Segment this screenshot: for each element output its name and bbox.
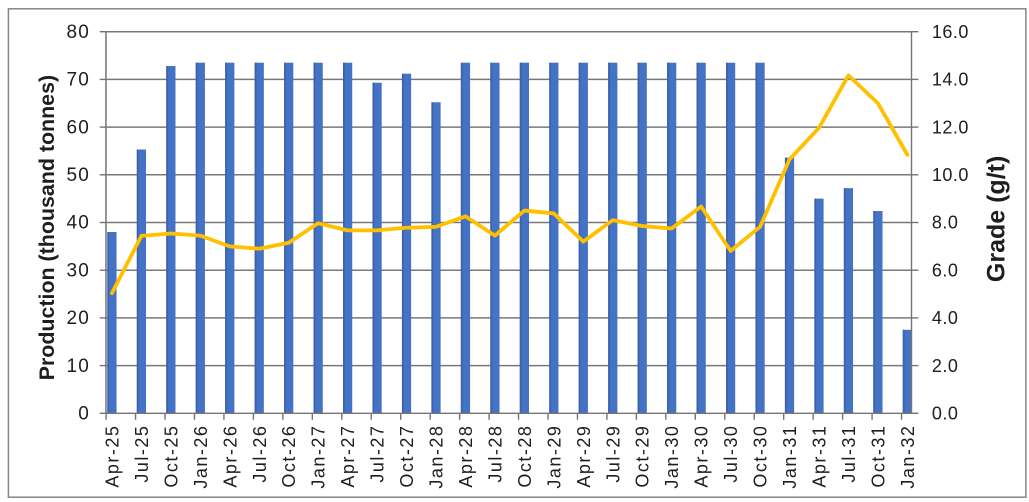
svg-text:Jan-30: Jan-30	[662, 425, 682, 489]
svg-text:70: 70	[66, 70, 90, 91]
svg-text:10.0: 10.0	[932, 165, 969, 185]
svg-text:Apr-27: Apr-27	[338, 425, 358, 488]
svg-text:Jul-29: Jul-29	[603, 425, 623, 483]
svg-text:20: 20	[66, 308, 90, 329]
svg-text:Apr-25: Apr-25	[102, 425, 122, 488]
svg-text:Oct-28: Oct-28	[515, 425, 535, 488]
svg-text:Oct-27: Oct-27	[397, 425, 417, 488]
svg-text:Oct-26: Oct-26	[279, 425, 299, 488]
svg-text:Jan-31: Jan-31	[780, 425, 800, 489]
svg-text:Oct-30: Oct-30	[751, 425, 771, 488]
svg-text:Jan-29: Jan-29	[544, 425, 564, 489]
svg-text:Apr-29: Apr-29	[574, 425, 594, 488]
svg-text:Apr-28: Apr-28	[456, 425, 476, 488]
svg-text:Apr-31: Apr-31	[809, 425, 829, 488]
svg-text:Oct-31: Oct-31	[868, 425, 888, 488]
svg-text:Oct-29: Oct-29	[633, 425, 653, 488]
svg-text:2.0: 2.0	[932, 356, 959, 376]
svg-text:Jul-25: Jul-25	[132, 425, 152, 483]
svg-text:80: 80	[66, 22, 90, 43]
svg-text:Apr-26: Apr-26	[220, 425, 240, 488]
svg-text:14.0: 14.0	[932, 70, 969, 90]
svg-text:Oct-25: Oct-25	[161, 425, 181, 488]
svg-text:Jul-27: Jul-27	[368, 425, 388, 483]
svg-text:4.0: 4.0	[932, 308, 959, 328]
svg-text:Jan-26: Jan-26	[191, 425, 211, 489]
svg-text:Jan-28: Jan-28	[427, 425, 447, 489]
svg-text:Grade (g/t): Grade (g/t)	[983, 156, 1011, 282]
svg-text:Jul-26: Jul-26	[250, 425, 270, 483]
svg-text:Apr-30: Apr-30	[692, 425, 712, 488]
svg-text:0: 0	[78, 404, 90, 425]
svg-text:16.0: 16.0	[932, 22, 969, 42]
svg-text:Jan-27: Jan-27	[309, 425, 329, 489]
svg-text:40: 40	[66, 213, 90, 234]
svg-text:Jul-28: Jul-28	[485, 425, 505, 483]
svg-text:10: 10	[66, 356, 90, 377]
svg-text:50: 50	[66, 165, 90, 186]
svg-text:8.0: 8.0	[932, 213, 959, 233]
svg-text:30: 30	[66, 260, 90, 281]
svg-text:60: 60	[66, 117, 90, 138]
svg-text:Production (thousand tonnes): Production (thousand tonnes)	[35, 75, 59, 380]
svg-text:0.0: 0.0	[932, 404, 959, 424]
svg-text:Jan-32: Jan-32	[898, 425, 918, 489]
svg-text:Jul-31: Jul-31	[839, 425, 859, 483]
svg-text:Jul-30: Jul-30	[721, 425, 741, 483]
svg-text:6.0: 6.0	[932, 260, 959, 280]
svg-text:12.0: 12.0	[932, 117, 969, 137]
